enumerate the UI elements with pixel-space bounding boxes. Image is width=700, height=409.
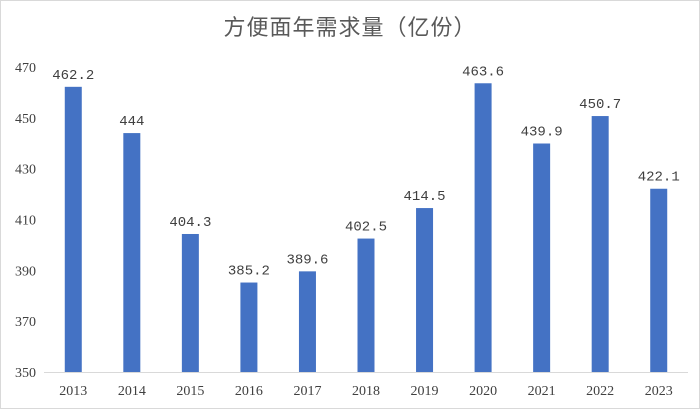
y-tick-label: 370 [15, 315, 36, 330]
y-tick-label: 450 [15, 112, 36, 127]
bar [357, 238, 375, 372]
data-label: 402.5 [345, 220, 387, 236]
data-label: 389.6 [286, 252, 328, 268]
chart-title: 方便面年需求量（亿份） [223, 16, 477, 41]
x-tick-label: 2017 [293, 384, 321, 399]
data-label: 422.1 [638, 170, 680, 186]
x-tick-label: 2018 [352, 384, 380, 399]
x-tick-label: 2019 [411, 384, 439, 399]
x-tick-label: 2013 [59, 384, 87, 399]
x-tick-label: 2022 [586, 384, 614, 399]
data-labels: 462.2 444 404.3 385.2 389.6 402.5 414.5 463.6 43… [52, 64, 679, 279]
bar [64, 86, 82, 372]
bar [181, 233, 199, 372]
x-tick-label: 2015 [176, 384, 204, 399]
x-axis: 2013 2014 2015 2016 2017 2018 2019 2020 2021 2022… [44, 372, 688, 399]
bar [240, 282, 258, 372]
bar [650, 188, 668, 372]
y-axis: 350 370 390 410 430 450 470 [15, 61, 36, 381]
y-tick-label: 410 [15, 214, 36, 229]
data-label: 450.7 [579, 97, 621, 113]
bar [591, 116, 609, 372]
y-tick-label: 470 [15, 61, 36, 76]
bar [298, 271, 316, 372]
bar [123, 133, 141, 372]
data-label: 444 [119, 114, 144, 130]
bar [474, 83, 492, 373]
data-label: 463.6 [462, 64, 504, 80]
y-tick-label: 350 [15, 366, 36, 381]
x-tick-label: 2023 [645, 384, 673, 399]
y-tick-label: 390 [15, 264, 36, 279]
bar [416, 208, 434, 372]
data-label: 385.2 [228, 264, 270, 280]
data-label: 462.2 [52, 68, 94, 84]
data-label: 439.9 [521, 125, 563, 141]
data-label: 414.5 [404, 189, 446, 205]
x-tick-label: 2016 [235, 384, 263, 399]
bar [533, 143, 551, 372]
x-tick-label: 2014 [118, 384, 146, 399]
y-tick-label: 430 [15, 163, 36, 178]
bars [64, 83, 668, 373]
x-tick-label: 2021 [528, 384, 556, 399]
x-tick-label: 2020 [469, 384, 497, 399]
data-label: 404.3 [169, 215, 211, 231]
